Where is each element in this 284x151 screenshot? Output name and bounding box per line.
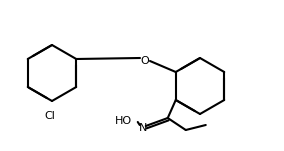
Text: N: N (139, 123, 147, 133)
Text: O: O (141, 56, 149, 66)
Text: Cl: Cl (45, 111, 55, 121)
Text: HO: HO (115, 116, 132, 126)
